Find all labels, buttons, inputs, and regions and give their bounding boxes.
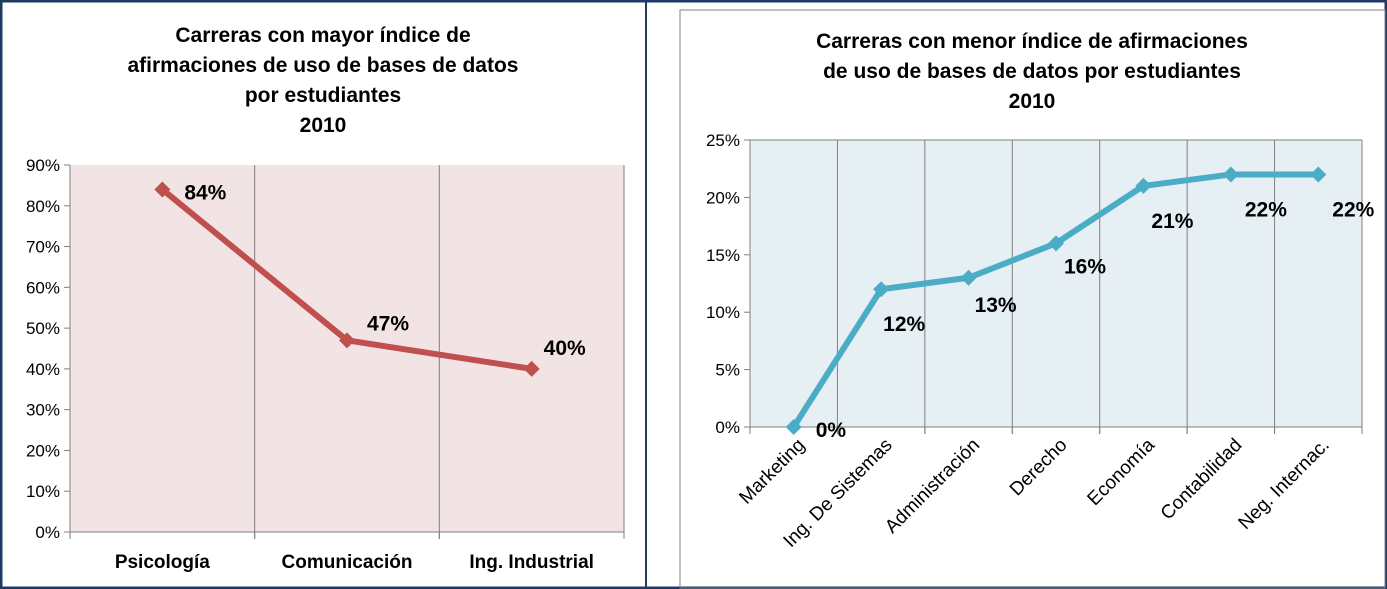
plot-area: 0% 10% 20% 30% 40% 50% 60% 70% 80% 90% Psicología C…: [26, 156, 625, 573]
data-point: [1222, 166, 1239, 183]
data-label: 0%: [816, 419, 847, 442]
y-tick-label: 10%: [26, 482, 60, 501]
data-point: [873, 281, 890, 298]
x-tick-label: Comunicación: [282, 552, 413, 573]
data-point: [339, 332, 355, 349]
data-label: 21%: [1151, 210, 1193, 233]
data-point: [785, 419, 802, 435]
y-tick-label: 25%: [706, 131, 740, 150]
x-tick-label: Psicología: [115, 552, 210, 573]
y-tick-label: 10%: [706, 303, 740, 322]
y-tick-label: 30%: [26, 401, 60, 420]
chart-title-line-3: 2010: [1009, 90, 1056, 113]
data-point: [154, 181, 171, 198]
chart-title-line-2: de uso de bases de datos por estudiantes: [823, 60, 1241, 83]
data-label: 22%: [1332, 198, 1374, 221]
chart-title-line-1: Carreras con mayor índice de: [175, 24, 470, 47]
y-tick-label: 70%: [26, 238, 60, 257]
data-label: 22%: [1245, 198, 1287, 221]
y-tick-label: 80%: [26, 197, 60, 216]
chart-title-line-4: 2010: [300, 114, 347, 137]
y-tick-label: 0%: [715, 418, 740, 437]
data-point: [1310, 166, 1327, 183]
data-label: 16%: [1064, 255, 1106, 278]
y-tick-label: 90%: [26, 156, 60, 175]
data-label: 84%: [184, 181, 226, 204]
data-label: 47%: [367, 312, 409, 335]
data-label: 12%: [883, 313, 925, 336]
data-point: [1048, 235, 1064, 252]
y-tick-label: 20%: [26, 441, 60, 460]
data-point: [1135, 177, 1152, 194]
x-tick-label: Ing. Industrial: [469, 552, 594, 573]
data-point: [523, 360, 540, 377]
plot-background: [750, 140, 1362, 427]
plot-background: [70, 165, 624, 532]
data-label: 13%: [975, 294, 1017, 317]
y-tick-label: 60%: [26, 278, 60, 297]
y-tick-label: 40%: [26, 360, 60, 379]
y-tick-label: 20%: [706, 188, 740, 207]
y-tick-label: 0%: [35, 523, 60, 542]
chart2-frame: [679, 9, 1386, 589]
y-tick-label: 50%: [26, 319, 60, 338]
y-tick-label: 15%: [706, 246, 740, 265]
chart-title-line-2: afirmaciones de uso de bases de datos: [128, 54, 519, 77]
chart-title: Carreras con mayor índice de afirmacione…: [128, 24, 519, 137]
data-label: 40%: [544, 337, 586, 360]
chart-title-line-1: Carreras con menor índice de afirmacione…: [816, 30, 1248, 53]
chart-mayor-indice: Carreras con mayor índice de afirmacione…: [26, 24, 625, 573]
chart-title-line-3: por estudiantes: [245, 84, 401, 107]
y-tick-label: 5%: [715, 361, 740, 380]
data-point: [960, 269, 977, 286]
chart-title: Carreras con menor índice de afirmacione…: [816, 30, 1248, 113]
